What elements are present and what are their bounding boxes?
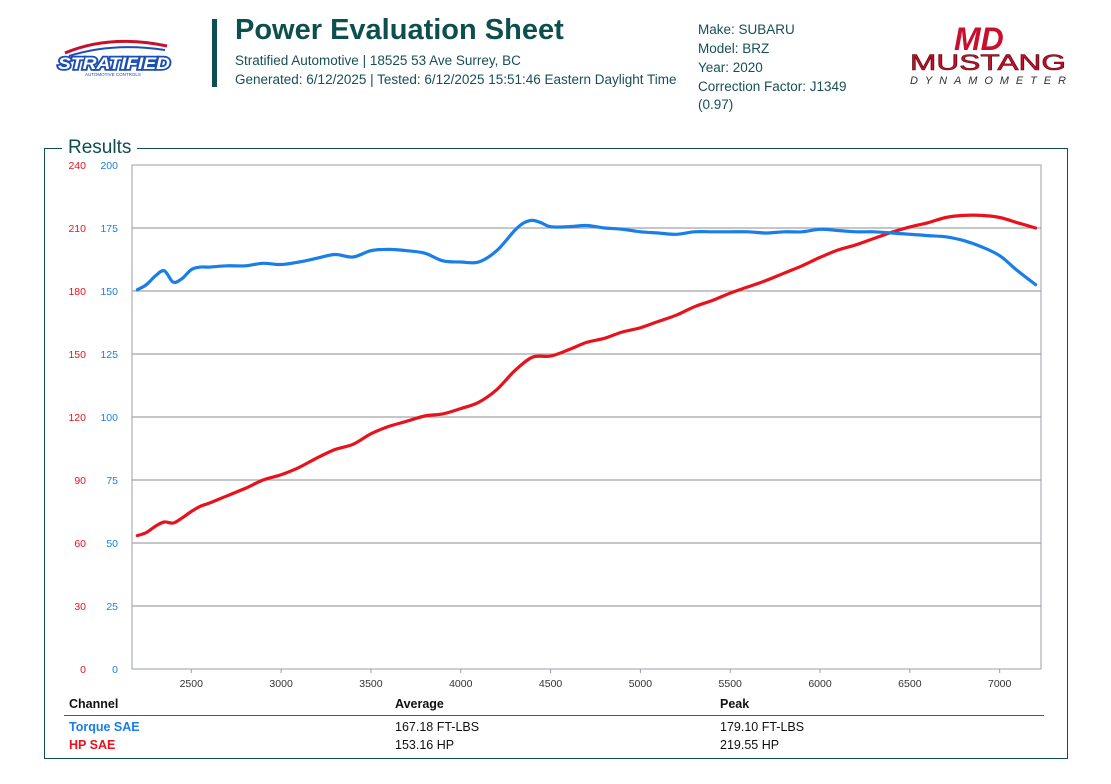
shop-address: Stratified Automotive | 18525 53 Ave Sur… (235, 53, 521, 68)
title-accent-bar (212, 19, 217, 87)
correction-factor-value: (0.97) (698, 97, 734, 112)
x-tick-label: 3000 (269, 678, 293, 690)
y-left-tick-label: 210 (68, 223, 86, 235)
row-torque-channel: Torque SAE (69, 720, 140, 734)
stratified-logo: STRATIFIED AUTOMOTIVE CONTROLS (56, 39, 172, 77)
y-right-tick-label: 50 (106, 538, 118, 550)
torque-sae-line (135, 218, 1038, 292)
vehicle-model: Model: BRZ (698, 41, 770, 56)
table-divider (64, 715, 1044, 716)
table-header-peak: Peak (720, 697, 750, 711)
y-left-tick-label: 60 (74, 538, 86, 550)
md-mark: MD (954, 21, 1004, 57)
y-right-tick-label: 0 (112, 664, 118, 676)
hp-sae-line (135, 213, 1038, 538)
y-left-tick-label: 120 (68, 412, 86, 424)
row-torque-peak: 179.10 FT-LBS (720, 720, 805, 734)
row-hp-channel: HP SAE (69, 738, 116, 752)
dyno-chart: 0 30 60 90 120 150 180 210 240 0 25 50 75 100 125 150 17… (68, 160, 1042, 690)
x-tick-label: 6500 (898, 678, 922, 690)
y-right-tick-label: 100 (100, 412, 118, 424)
results-frame (44, 148, 1068, 759)
y-right-tick-label: 175 (100, 223, 118, 235)
y-right-tick-label: 25 (106, 601, 118, 613)
y-left-tick-label: 180 (68, 286, 86, 298)
y-left-tick-label: 0 (80, 664, 86, 676)
y-left-tick-label: 150 (68, 349, 86, 361)
x-tick-label: 7000 (988, 678, 1012, 690)
generated-info: Generated: 6/12/2025 | Tested: 6/12/2025… (235, 72, 677, 87)
table-header-average: Average (395, 697, 444, 711)
row-torque-average: 167.18 FT-LBS (395, 720, 480, 734)
dynamometer-word: DYNAMOMETER (910, 75, 1066, 87)
stratified-logo-tagline: AUTOMOTIVE CONTROLS (85, 72, 141, 77)
y-right-tick-label: 200 (100, 160, 118, 172)
x-tick-label: 2500 (180, 678, 204, 690)
table-header-channel: Channel (69, 697, 119, 711)
vehicle-make: Make: SUBARU (698, 22, 795, 37)
x-tick-label: 4000 (449, 678, 473, 690)
x-tick-label: 4500 (539, 678, 563, 690)
y-left-tick-label: 90 (74, 475, 86, 487)
y-right-tick-label: 150 (100, 286, 118, 298)
row-hp-average: 153.16 HP (395, 738, 455, 752)
results-label: Results (62, 137, 138, 159)
y-right-tick-label: 125 (100, 349, 118, 361)
page-title: Power Evaluation Sheet (235, 14, 564, 46)
x-tick-label: 5500 (719, 678, 743, 690)
y-right-tick-label: 75 (106, 475, 118, 487)
y-left-tick-label: 240 (68, 160, 86, 172)
correction-factor: Correction Factor: J1349 (698, 79, 847, 94)
x-tick-label: 3500 (359, 678, 383, 690)
row-hp-peak: 219.55 HP (720, 738, 780, 752)
vehicle-year: Year: 2020 (698, 60, 763, 75)
x-tick-label: 6000 (808, 678, 832, 690)
y-left-tick-label: 30 (74, 601, 86, 613)
mustang-word: MUSTANG (910, 50, 1066, 75)
x-tick-label: 5000 (629, 678, 653, 690)
mustang-dynamometer-logo: MD MUSTANG DYNAMOMETER (910, 21, 1067, 87)
stratified-logo-text: STRATIFIED (58, 54, 170, 73)
